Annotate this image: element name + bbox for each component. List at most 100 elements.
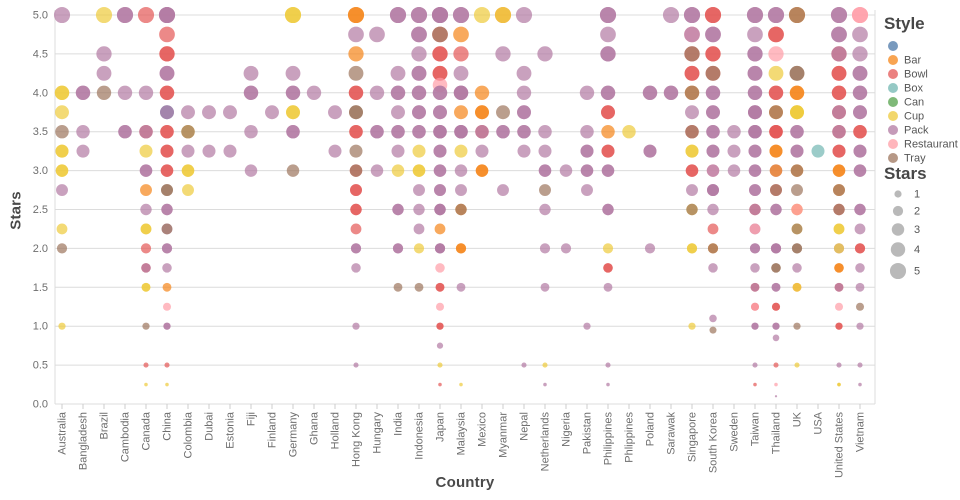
bubble xyxy=(606,382,610,387)
bubble xyxy=(750,282,760,292)
bubble xyxy=(433,105,447,120)
x-axis-label: Nigeria xyxy=(561,411,573,447)
bubble xyxy=(707,203,719,216)
bubble xyxy=(454,144,468,158)
bubble xyxy=(686,184,698,197)
bubble xyxy=(328,144,342,158)
bubble xyxy=(622,124,636,139)
bubble xyxy=(159,26,175,43)
bubble xyxy=(432,46,448,62)
bubble xyxy=(517,144,531,158)
bubble xyxy=(162,263,172,273)
bubble xyxy=(727,144,741,158)
bubble xyxy=(370,164,384,177)
bubble xyxy=(704,6,722,24)
bubble xyxy=(158,6,176,24)
bubble xyxy=(539,184,551,197)
bubble xyxy=(453,65,469,81)
bubble xyxy=(96,85,112,101)
bubble xyxy=(142,322,150,330)
bubble xyxy=(603,282,613,292)
bubble xyxy=(792,282,802,292)
bubble xyxy=(243,65,259,81)
bubble xyxy=(140,203,152,216)
bubble xyxy=(244,124,258,139)
bubble xyxy=(348,65,364,81)
style-legend-label: Pack xyxy=(904,125,929,137)
bubble xyxy=(747,85,763,101)
bubble xyxy=(747,26,763,43)
bubble xyxy=(683,6,701,24)
bubble xyxy=(538,124,552,139)
bubble xyxy=(436,342,444,349)
bubble xyxy=(437,362,443,368)
bubble xyxy=(792,263,802,273)
bubble xyxy=(771,302,781,311)
x-axis-label: Indonesia xyxy=(414,411,426,460)
y-axis-label: 1.5 xyxy=(33,282,48,294)
stars-legend-title: Stars xyxy=(884,164,927,183)
x-axis-title: Country xyxy=(435,474,495,491)
stars-legend-label: 5 xyxy=(914,266,920,278)
bubble xyxy=(601,144,615,158)
bubble xyxy=(749,223,761,235)
bubble xyxy=(393,282,403,292)
bubble xyxy=(165,382,169,387)
bubble xyxy=(542,362,548,368)
bubble xyxy=(432,26,448,43)
bubble xyxy=(434,184,446,197)
bubble xyxy=(96,46,112,62)
bubble xyxy=(685,105,699,120)
bubble xyxy=(750,263,760,273)
bubble xyxy=(116,6,134,24)
x-axis-label: Canada xyxy=(141,411,153,450)
bubble xyxy=(159,46,175,62)
bubble xyxy=(599,6,617,24)
y-axis-label: 4.5 xyxy=(33,48,48,60)
bubble xyxy=(411,46,427,62)
bubble xyxy=(391,124,405,139)
style-legend-label: Box xyxy=(904,83,923,95)
bubble xyxy=(854,203,866,216)
bubble xyxy=(285,85,301,101)
bubble xyxy=(749,243,761,254)
bubble xyxy=(749,184,761,197)
bubble xyxy=(160,164,174,177)
bubble xyxy=(600,85,616,101)
style-legend-swatch-blank xyxy=(888,41,898,51)
bubble xyxy=(349,144,363,158)
bubble xyxy=(164,362,170,368)
bubble xyxy=(389,6,407,24)
bubble xyxy=(392,203,404,216)
bubble xyxy=(139,124,153,139)
bubble xyxy=(517,124,531,139)
x-axis-label: Brazil xyxy=(99,412,111,440)
x-axis-label: Sarawak xyxy=(666,412,678,455)
bubble xyxy=(161,243,173,254)
bubble xyxy=(832,105,846,120)
x-axis-label: Philippines xyxy=(603,412,615,466)
bubble xyxy=(685,124,699,139)
bubble xyxy=(770,243,782,254)
bubble xyxy=(853,105,867,120)
x-axis-label: Pakistan xyxy=(582,412,594,454)
style-legend-swatch-Restaurant xyxy=(888,139,898,149)
bubble xyxy=(352,322,360,330)
bubble xyxy=(435,282,445,292)
bubble xyxy=(579,85,595,101)
style-legend-label: Bowl xyxy=(904,69,928,81)
y-axis-label: 1.0 xyxy=(33,321,48,333)
bubble xyxy=(285,65,301,81)
bubble xyxy=(539,243,551,254)
bubble xyxy=(56,184,68,197)
bubble xyxy=(143,362,149,368)
bubble xyxy=(350,203,362,216)
bubble xyxy=(350,243,362,254)
bubble xyxy=(705,26,721,43)
bubble xyxy=(684,26,700,43)
x-axis-label: Netherlands xyxy=(540,412,552,472)
bubble xyxy=(53,6,71,24)
bubble xyxy=(831,85,847,101)
bubble xyxy=(455,203,467,216)
bubble xyxy=(768,46,784,62)
